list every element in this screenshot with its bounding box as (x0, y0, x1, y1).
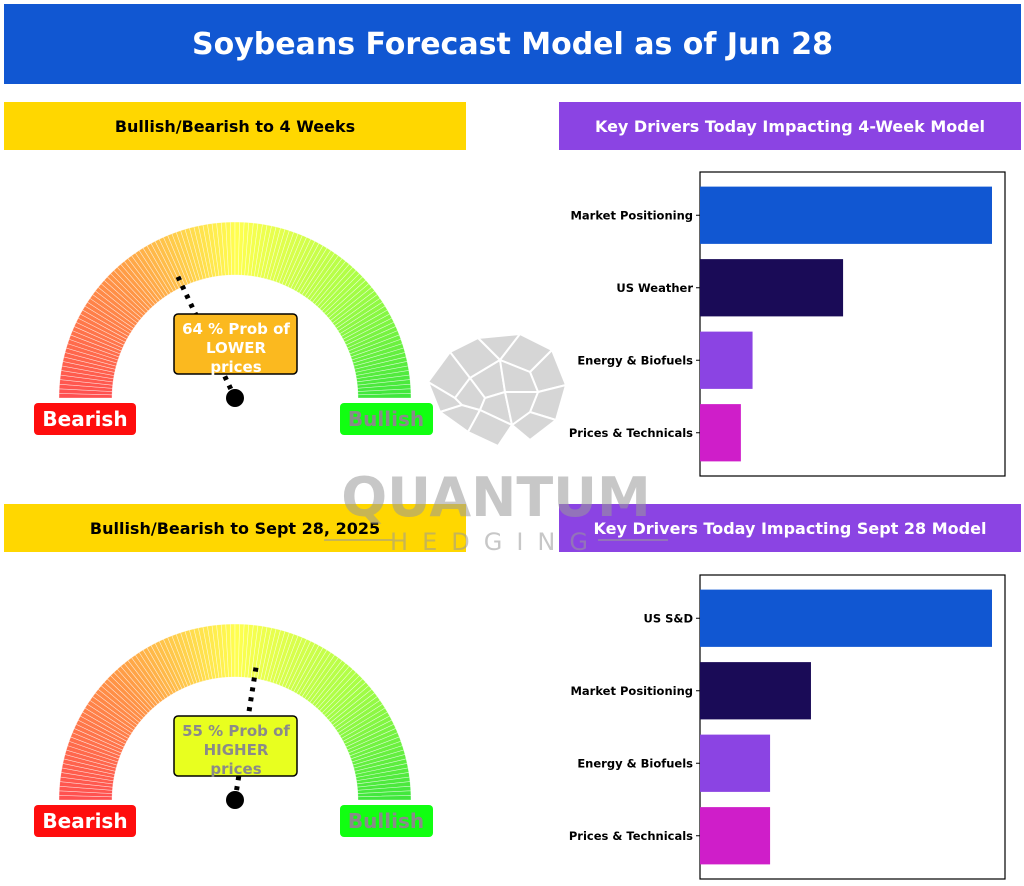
chart-frame (699, 574, 1006, 880)
driver-label: Market Positioning (570, 208, 693, 222)
driver-label: Energy & Biofuels (577, 353, 693, 367)
driver-bar (700, 589, 992, 647)
gauge-probability-text: prices (210, 760, 261, 778)
gauge-arc (58, 221, 412, 399)
drivers-4week-title: Key Drivers Today Impacting 4-Week Model (559, 102, 1021, 150)
driver-label: Energy & Biofuels (577, 756, 693, 770)
driver-label: Market Positioning (570, 684, 693, 698)
driver-bar (700, 186, 992, 244)
gauge-probability-text: LOWER (206, 339, 267, 357)
gauge-4week-title: Bullish/Bearish to 4 Weeks (4, 102, 466, 150)
chart-frame (699, 171, 1006, 477)
bearish-label: Bearish (42, 407, 127, 431)
bullish-badge (340, 403, 433, 435)
gauge-needle-hub (226, 791, 244, 809)
driver-label: Prices & Technicals (569, 829, 693, 843)
driver-label: US S&D (644, 611, 693, 625)
driver-bar (700, 734, 771, 792)
driver-bar (700, 331, 753, 389)
gauge-probability-text: prices (210, 358, 261, 376)
driver-bar (700, 662, 811, 720)
gauge-probability-box (173, 313, 298, 375)
driver-bar (700, 404, 741, 462)
watermark-sub: HEDGING (390, 528, 602, 556)
drivers-sept-chart: US S&D Market Positioning Energy & Biofuel… (569, 574, 1006, 880)
gauge-probability-text: 55 % Prob of (182, 722, 290, 740)
gauge-probability-box (173, 715, 298, 777)
gauge-needle-hub (226, 389, 244, 407)
drivers-4week-chart: Market Positioning US Weather Energy & Bio… (569, 171, 1006, 477)
driver-label: Prices & Technicals (569, 426, 693, 440)
gauge-segment (357, 393, 412, 399)
brain-logo-icon (425, 332, 568, 448)
bullish-badge (340, 805, 433, 837)
bearish-label: Bearish (42, 809, 127, 833)
driver-bar (700, 807, 771, 865)
bullish-label: Bullish (348, 407, 424, 431)
quantum-hedging-watermark: QUANTUM HEDGING (324, 332, 668, 556)
gauge-arc (58, 623, 412, 801)
bearish-badge (34, 805, 136, 837)
bearish-badge (34, 403, 136, 435)
gauge-sept-title: Bullish/Bearish to Sept 28, 2025 (4, 504, 466, 552)
driver-label: US Weather (616, 281, 693, 295)
watermark-brand: QUANTUM (341, 466, 651, 529)
driver-bar (700, 259, 844, 317)
page-title: Soybeans Forecast Model as of Jun 28 (4, 4, 1021, 84)
gauge-probability-text: 64 % Prob of (182, 320, 290, 338)
bullish-label: Bullish (348, 809, 424, 833)
gauge-segment (357, 795, 412, 801)
gauge-probability-text: HIGHER (204, 741, 269, 759)
drivers-sept-title: Key Drivers Today Impacting Sept 28 Mode… (559, 504, 1021, 552)
